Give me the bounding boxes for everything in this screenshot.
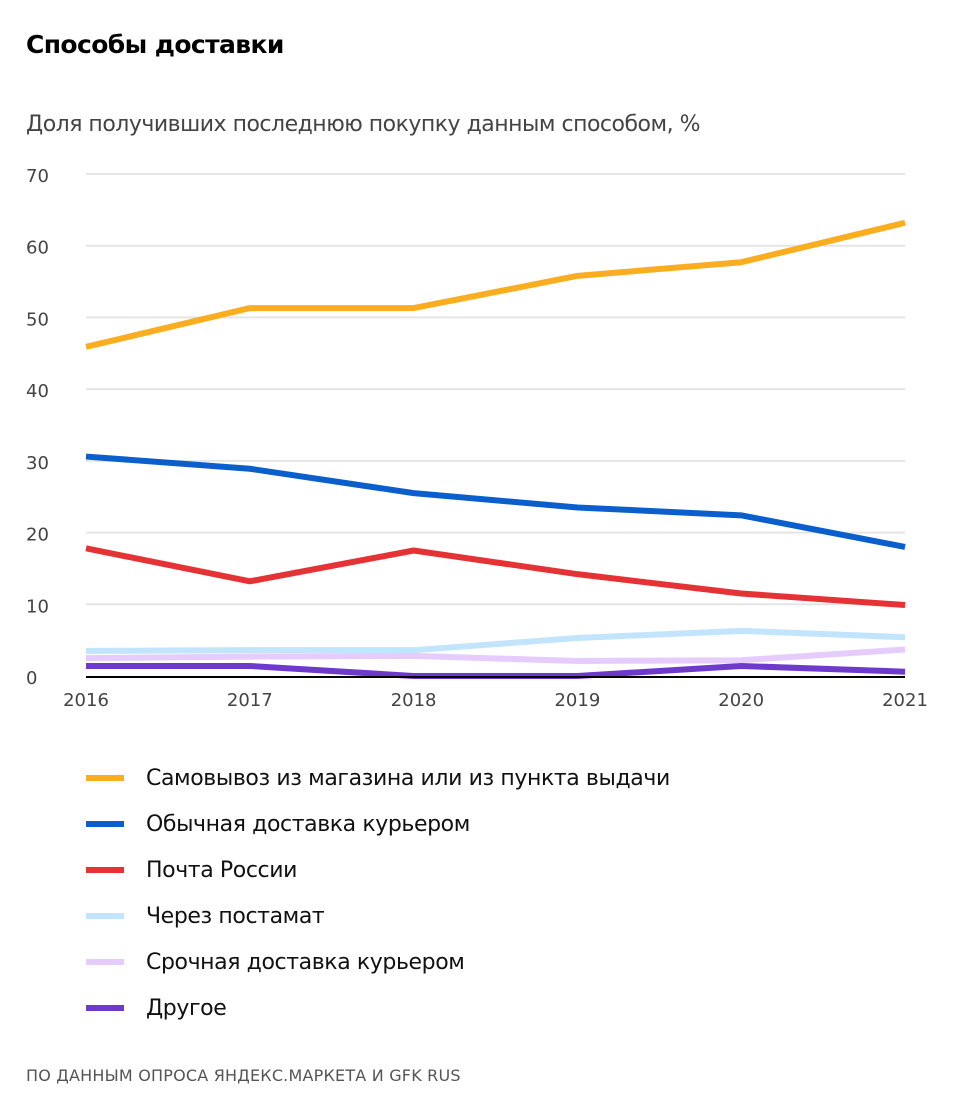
y-axis-ticks: 0 10 20 30 40 50 60 70 bbox=[26, 166, 49, 689]
legend-label: Обычная доставка курьером bbox=[146, 811, 470, 837]
series-line-2 bbox=[85, 545, 906, 608]
legend-item: Обычная доставка курьером bbox=[86, 801, 670, 847]
y-tick-label: 10 bbox=[26, 596, 49, 617]
y-tick-label: 40 bbox=[26, 381, 49, 402]
series-line-0 bbox=[85, 219, 906, 350]
y-tick-label: 30 bbox=[26, 453, 49, 474]
legend-label: Через постамат bbox=[146, 903, 325, 929]
legend-label: Другое bbox=[146, 995, 227, 1021]
x-tick-label: 2021 bbox=[882, 690, 928, 711]
legend-label: Самовывоз из магазина или из пункта выда… bbox=[146, 765, 670, 791]
chart-title: Способы доставки bbox=[26, 30, 284, 59]
series-lines bbox=[85, 219, 906, 679]
x-tick-label: 2018 bbox=[391, 690, 437, 711]
legend-swatch bbox=[86, 1005, 124, 1011]
x-tick-label: 2017 bbox=[227, 690, 273, 711]
chart-subtitle: Доля получивших последнюю покупку данным… bbox=[26, 112, 701, 137]
y-tick-label: 70 bbox=[26, 166, 49, 187]
legend-item: Через постамат bbox=[86, 893, 670, 939]
y-tick-label: 50 bbox=[26, 309, 49, 330]
series-line-1 bbox=[85, 453, 906, 550]
legend-swatch bbox=[86, 913, 124, 919]
legend-item: Почта России bbox=[86, 847, 670, 893]
legend-item: Срочная доставка курьером bbox=[86, 939, 670, 985]
series-line-4 bbox=[85, 646, 906, 664]
y-tick-label: 0 bbox=[26, 668, 37, 689]
legend-label: Срочная доставка курьером bbox=[146, 949, 465, 975]
legend-swatch bbox=[86, 867, 124, 873]
legend-swatch bbox=[86, 959, 124, 965]
x-tick-label: 2020 bbox=[718, 690, 764, 711]
x-tick-label: 2016 bbox=[63, 690, 109, 711]
legend-swatch bbox=[86, 775, 124, 781]
y-tick-label: 60 bbox=[26, 238, 49, 259]
series-line-3 bbox=[85, 627, 906, 654]
legend-swatch bbox=[86, 821, 124, 827]
line-chart: 0 10 20 30 40 50 60 70 2016 2017 2018 2019 2020 2021 bbox=[26, 166, 928, 711]
legend-item: Самовывоз из магазина или из пункта выда… bbox=[86, 755, 670, 801]
gridlines bbox=[86, 173, 905, 606]
x-tick-label: 2019 bbox=[554, 690, 600, 711]
x-axis-ticks: 2016 2017 2018 2019 2020 2021 bbox=[63, 690, 928, 711]
y-tick-label: 20 bbox=[26, 525, 49, 546]
legend: Самовывоз из магазина или из пункта выда… bbox=[86, 755, 670, 1031]
legend-item: Другое bbox=[86, 985, 670, 1031]
legend-label: Почта России bbox=[146, 857, 298, 883]
series-line-5 bbox=[86, 662, 906, 679]
source-note: ПО ДАННЫМ ОПРОСА ЯНДЕКС.МАРКЕТА И GFK RU… bbox=[26, 1066, 461, 1085]
